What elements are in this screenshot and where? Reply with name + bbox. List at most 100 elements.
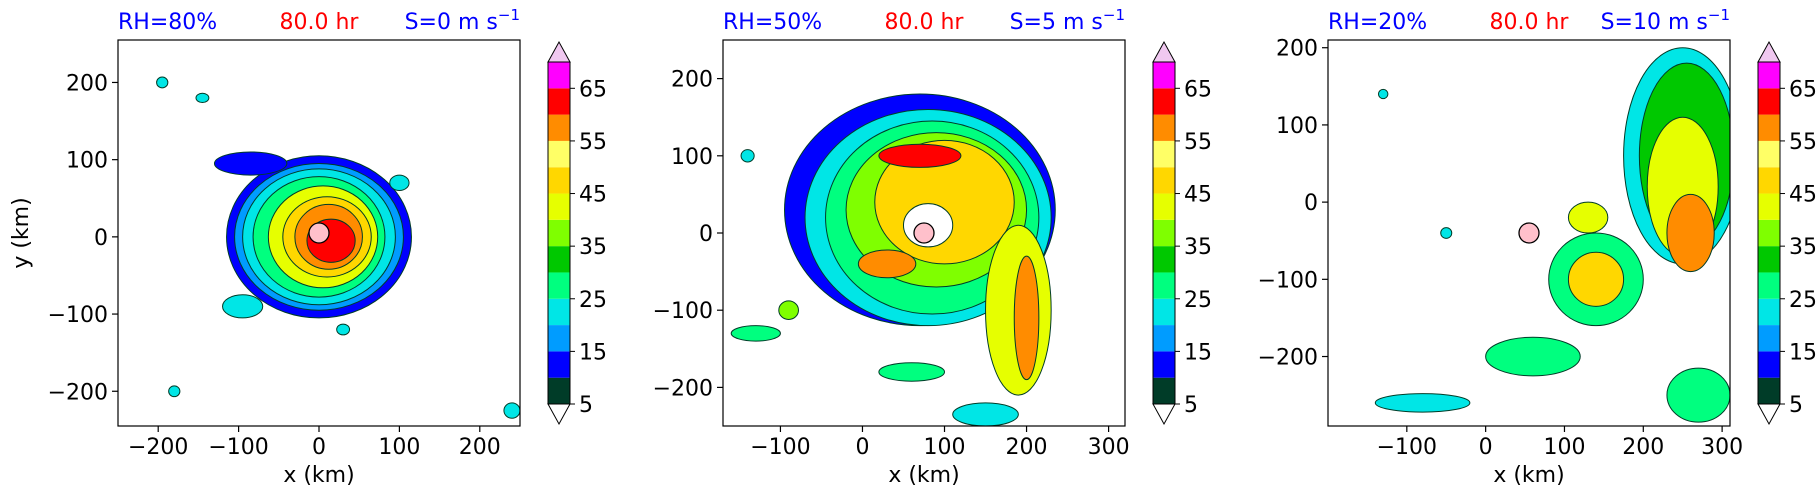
colorbar-bin [1153, 377, 1175, 404]
center-marker-circle [308, 222, 330, 244]
storm-center-marker [913, 222, 935, 244]
contour-region [1013, 255, 1040, 381]
colorbar-tick-label: 65 [1789, 77, 1816, 102]
panel-title-center: 80.0 hr [885, 10, 965, 35]
colorbar-bin [1758, 272, 1780, 299]
colorbar-bin [1758, 351, 1780, 378]
colorbar: 5 15 25 35 45 55 65 [547, 40, 607, 426]
x-tick-label: 100 [378, 435, 420, 460]
x-tick-label: 300 [1701, 435, 1743, 460]
panel-title-right-sup: −1 [1103, 6, 1125, 24]
colorbar-bin [548, 114, 570, 141]
colorbar-tick-label: 55 [579, 130, 607, 155]
colorbar-bin [1758, 377, 1780, 404]
colorbar-extend-min [1152, 403, 1176, 426]
colorbar-bin [548, 193, 570, 220]
y-tick-label: 100 [1276, 114, 1318, 139]
x-axis-label: x (km) [283, 463, 354, 488]
colorbar-bin [1758, 88, 1780, 115]
y-tick-label: 0 [94, 226, 108, 251]
y-tick-label: 200 [1276, 37, 1318, 62]
colorbar-bin [548, 272, 570, 299]
colorbar-bin [1153, 114, 1175, 141]
contour-region [1377, 88, 1389, 100]
x-tick-label: 0 [312, 435, 326, 460]
y-axis-label: y (km) [9, 197, 34, 268]
colorbar-bin [1758, 219, 1780, 247]
x-tick-label: 0 [1479, 435, 1493, 460]
colorbar-bin [1758, 298, 1780, 326]
colorbar-extend-max [1757, 40, 1781, 63]
colorbar-bin [548, 62, 570, 89]
panel-title-right-sup: −1 [1708, 6, 1730, 24]
x-tick-label: −100 [208, 435, 268, 460]
contour-region [389, 174, 410, 192]
panel-title-right-text: S=10 m s [1601, 10, 1708, 35]
colorbar-frame [547, 61, 571, 405]
y-tick-label: −200 [653, 376, 713, 401]
colorbar-tick-label: 5 [1184, 393, 1198, 418]
contour-region [195, 92, 210, 104]
contour-region [1374, 393, 1471, 413]
y-axis-ticks: −200 −100 0 100 200 [48, 71, 118, 405]
panel-title-left: RH=50% [723, 10, 822, 35]
x-axis-ticks: −200 −100 0 100 200 [128, 426, 501, 460]
storm-center-marker [1518, 222, 1540, 244]
colorbar-bin [1153, 325, 1175, 352]
contour-region [952, 402, 1019, 426]
contour-region [878, 362, 946, 382]
colorbar-bin [548, 298, 570, 326]
y-tick-label: 100 [66, 149, 108, 174]
y-tick-label: 0 [699, 222, 713, 247]
colorbar-tick-label: 5 [1789, 393, 1803, 418]
contour-region [878, 143, 962, 168]
chart-panel-rh20: RH=20% 80.0 hr S=10 m s−1 −100 0 100 200 300… [1258, 6, 1816, 488]
colorbar-bin [1758, 325, 1780, 352]
contour-region [222, 294, 264, 319]
y-tick-label: 0 [1304, 191, 1318, 216]
colorbar-bin [1758, 167, 1780, 194]
y-tick-label: 200 [671, 68, 713, 93]
colorbar-tick-label: 45 [1184, 183, 1212, 208]
y-tick-label: −200 [1258, 346, 1318, 371]
contour-region [1666, 193, 1715, 273]
contour-region [740, 149, 755, 163]
colorbar-bin [1153, 88, 1175, 115]
colorbar-tick-label: 15 [1184, 340, 1212, 365]
y-tick-label: 100 [671, 145, 713, 170]
colorbar-bin [1153, 62, 1175, 89]
colorbar-bin [1153, 298, 1175, 326]
colorbar-tick-label: 45 [579, 183, 607, 208]
x-tick-label: 200 [1006, 435, 1048, 460]
y-tick-label: −100 [653, 299, 713, 324]
colorbar: 5 15 25 35 45 55 65 [1757, 40, 1816, 426]
colorbar-tick-label: 65 [1184, 77, 1212, 102]
colorbar-tick-label: 35 [1789, 235, 1816, 260]
x-axis-label: x (km) [888, 463, 959, 488]
center-marker-circle [1518, 222, 1540, 244]
colorbar: 5 15 25 35 45 55 65 [1152, 40, 1212, 426]
contour-region [1567, 251, 1625, 307]
contour-region [1485, 336, 1581, 377]
x-tick-label: −100 [750, 435, 810, 460]
contour-region [1567, 201, 1609, 234]
y-axis-ticks: −200 −100 0 100 200 [653, 68, 723, 401]
contour-region [1666, 367, 1730, 423]
y-axis-ticks: −200 −100 0 100 200 [1258, 37, 1328, 371]
colorbar-bin [548, 88, 570, 115]
x-tick-label: −100 [1377, 435, 1437, 460]
panel-title-left: RH=20% [1328, 10, 1427, 35]
contour-region [213, 151, 288, 176]
x-tick-label: 200 [1622, 435, 1664, 460]
colorbar-tick-label: 35 [1184, 235, 1212, 260]
colorbar-bin [1153, 246, 1175, 273]
x-tick-label: 0 [855, 435, 869, 460]
contour-region [503, 402, 520, 419]
colorbar-tick-label: 25 [1789, 288, 1816, 313]
colorbar-tick-label: 65 [579, 77, 607, 102]
panel-title-right-sup: −1 [498, 6, 520, 24]
colorbar-bin [548, 377, 570, 404]
colorbar-bin [1758, 62, 1780, 89]
colorbar-extend-min [547, 403, 571, 426]
